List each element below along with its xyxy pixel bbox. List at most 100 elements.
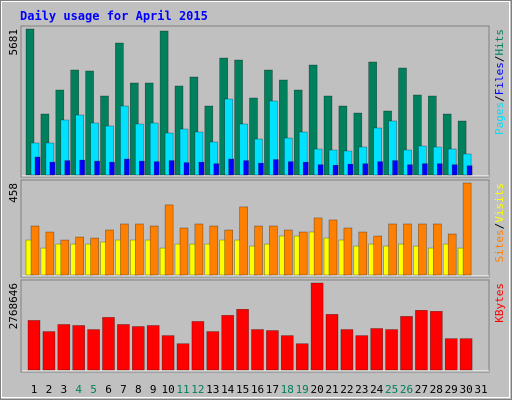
bar xyxy=(120,223,129,276)
bar xyxy=(407,164,413,176)
x-tick-label: 21 xyxy=(325,383,338,396)
x-tick-label: 20 xyxy=(310,383,323,396)
bar xyxy=(362,163,369,176)
bar xyxy=(388,223,397,276)
bar xyxy=(139,160,145,176)
bar xyxy=(400,316,413,371)
bar xyxy=(176,343,190,371)
x-tick-label: 10 xyxy=(161,383,174,396)
x-tick-label: 5 xyxy=(90,383,97,396)
x-tick-label: 3 xyxy=(60,383,67,396)
bar xyxy=(370,328,384,371)
bar xyxy=(72,325,85,371)
x-tick-label: 7 xyxy=(120,383,127,396)
bar xyxy=(85,70,94,176)
x-tick-label: 8 xyxy=(135,383,142,396)
x-tick-label: 19 xyxy=(296,383,309,396)
bar xyxy=(27,320,41,371)
x-tick-label: 30 xyxy=(459,383,472,396)
bar xyxy=(236,309,249,371)
bar xyxy=(168,160,175,176)
x-tick-label: 14 xyxy=(221,383,235,396)
bar xyxy=(249,97,258,176)
legend-entry: Files xyxy=(493,62,506,95)
bar xyxy=(429,311,443,371)
x-tick-label: 4 xyxy=(75,383,82,396)
bar xyxy=(254,225,263,276)
x-tick-label: 6 xyxy=(105,383,112,396)
bar xyxy=(159,30,169,176)
bar xyxy=(298,231,308,276)
legend-separator: / xyxy=(493,223,506,230)
x-tick-label: 23 xyxy=(355,383,368,396)
bar xyxy=(132,326,145,371)
bar xyxy=(194,223,204,276)
bar xyxy=(427,95,437,176)
legend-entry: Sites xyxy=(493,229,506,262)
bar xyxy=(49,161,56,176)
bar xyxy=(30,225,40,276)
bar xyxy=(444,338,458,371)
legend-separator: / xyxy=(493,56,506,63)
y-tick-label: 5681 xyxy=(7,29,20,56)
bar xyxy=(398,67,407,176)
bar xyxy=(204,105,214,176)
bar xyxy=(179,227,189,276)
bar xyxy=(161,335,175,371)
legend: Sites/Visits xyxy=(493,183,506,263)
bar xyxy=(117,324,130,371)
bar xyxy=(198,161,205,176)
bar xyxy=(302,161,309,176)
bar xyxy=(436,163,443,176)
x-tick-label: 11 xyxy=(176,383,189,396)
chart-title: Daily usage for April 2015 xyxy=(20,9,208,23)
bar xyxy=(234,59,243,176)
bar xyxy=(251,329,264,371)
bar xyxy=(338,105,348,176)
legend-entry: Visits xyxy=(493,183,506,223)
bar xyxy=(422,163,428,176)
bar xyxy=(266,330,279,371)
legend-entry: Hits xyxy=(493,29,506,56)
bar xyxy=(105,229,114,276)
bar xyxy=(34,156,41,176)
x-tick-label: 28 xyxy=(430,383,443,396)
bar xyxy=(442,113,452,176)
x-tick-label: 1 xyxy=(31,383,38,396)
bar xyxy=(413,94,422,176)
bar xyxy=(153,161,160,176)
bar xyxy=(310,282,324,371)
bar xyxy=(239,206,248,276)
bar xyxy=(146,325,160,371)
legend-separator: / xyxy=(493,95,506,102)
bar xyxy=(415,310,428,371)
bar xyxy=(392,160,398,176)
bar xyxy=(57,324,71,371)
x-tick-label: 18 xyxy=(281,383,294,396)
bar xyxy=(221,315,234,371)
bar xyxy=(325,314,339,371)
x-tick-label: 29 xyxy=(445,383,458,396)
x-tick-label: 25 xyxy=(385,383,398,396)
bar xyxy=(287,161,294,176)
bar xyxy=(269,225,278,276)
bar xyxy=(355,335,369,371)
bar xyxy=(466,165,473,176)
bar xyxy=(403,223,412,276)
legend-entry: Pages xyxy=(493,102,506,135)
x-tick-label: 2 xyxy=(46,383,53,396)
bar xyxy=(75,236,84,276)
legend: KBytes xyxy=(493,283,506,323)
x-tick-label: 12 xyxy=(191,383,204,396)
bar xyxy=(25,28,35,176)
bar xyxy=(42,331,56,371)
bar xyxy=(164,204,174,276)
bar xyxy=(347,163,354,176)
bar xyxy=(462,182,472,276)
x-tick-label: 22 xyxy=(340,383,353,396)
bar xyxy=(191,321,205,371)
x-tick-label: 26 xyxy=(400,383,413,396)
bar xyxy=(189,76,199,176)
